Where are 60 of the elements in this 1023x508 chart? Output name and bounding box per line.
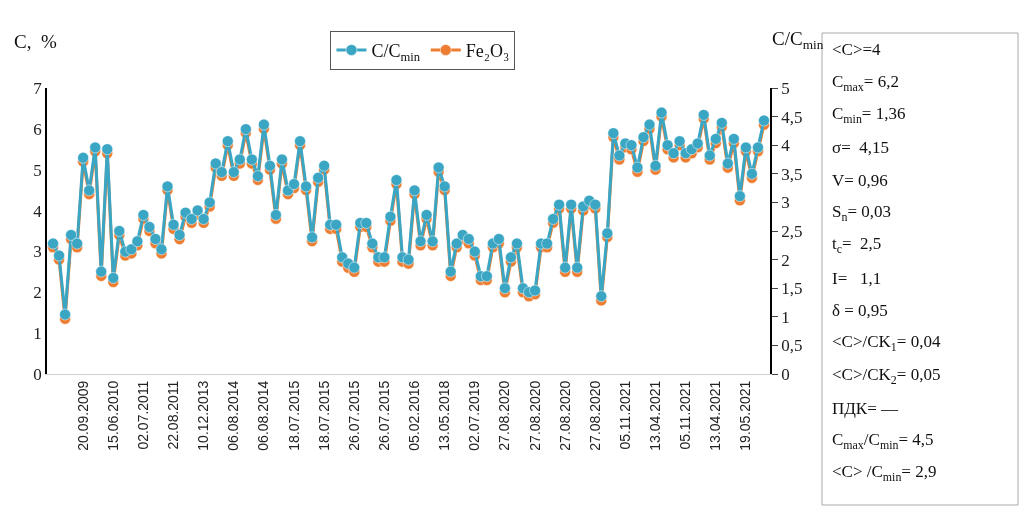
text: S$_{n}$= 0,03: [832, 202, 892, 224]
text: <C> /C$_{min}$= 2,9: [832, 462, 937, 484]
y2-tick-label: 1,5: [781, 279, 803, 299]
x-tick-label: 05.11.2021: [616, 380, 633, 450]
x-tick-label: 27.08.2020: [556, 380, 573, 451]
text: σ= 4,15: [832, 138, 890, 157]
y2-tick-label: 0: [781, 364, 790, 384]
x-tick-label: 13.05.2018: [436, 380, 453, 451]
y2-tick-label: 3: [781, 193, 790, 213]
y-tick-label: 6: [33, 119, 42, 139]
text: t$_{c}$= 2,5: [832, 234, 882, 256]
y-tick-label: 3: [33, 242, 42, 262]
x-tick-label: 02.07.2011: [134, 380, 151, 450]
y-tick-label: 0: [33, 364, 42, 384]
y-tick-label: 2: [33, 283, 42, 303]
text: ПДК= —: [832, 399, 900, 418]
y-axis-title: C, %: [14, 31, 57, 52]
x-tick-label: 06.08.2014: [225, 380, 242, 451]
x-tick-label: 26.07.2015: [345, 380, 362, 451]
text: <C>/CK$_{2}$= 0,05: [832, 365, 941, 387]
text: C$_{min}$= 1,36: [832, 104, 906, 126]
x-tick-label: 15.06.2010: [104, 380, 121, 451]
y2-tick-label: 4,5: [781, 107, 803, 127]
x-tick-label: 18.07.2015: [285, 380, 302, 451]
y-tick-label: 5: [33, 160, 42, 180]
legend-label: Fe₂O₃: [465, 41, 510, 62]
text: I= 1,1: [832, 269, 882, 288]
x-tick-label: 26.07.2015: [375, 380, 392, 451]
x-tick-label: 27.08.2020: [586, 380, 603, 451]
y2-tick-label: 2: [781, 250, 790, 270]
x-tick-label: 13.04.2021: [707, 380, 724, 451]
text: C$_{max}$/C$_{min}$= 4,5: [832, 430, 934, 452]
x-tick-label: 02.07.2019: [466, 380, 483, 451]
x-tick-label: 05.11.2021: [677, 380, 694, 450]
x-tick-label: 13.04.2021: [647, 380, 664, 451]
x-tick-label: 27.08.2020: [526, 380, 543, 451]
text: V= 0,96: [832, 171, 888, 190]
y-tick-label: 1: [33, 324, 42, 344]
text: <C>/CK$_{1}$= 0,04: [832, 332, 941, 354]
y-tick-label: 4: [33, 201, 43, 221]
y-tick-label: 7: [33, 78, 43, 98]
x-tick-label: 18.07.2015: [315, 380, 332, 451]
y2-tick-label: 2,5: [781, 221, 803, 241]
text: <C>=4: [832, 40, 882, 59]
text: δ = 0,95: [832, 301, 888, 320]
x-tick-label: 19.05.2021: [737, 380, 754, 451]
y2-tick-label: 5: [781, 78, 790, 98]
text: C$_{max}$= 6,2: [832, 72, 899, 94]
x-tick-label: 10.12.2013: [195, 380, 212, 451]
y2-tick-label: 3,5: [781, 164, 803, 184]
legend-label: C/C$_{min}$: [371, 41, 421, 64]
y2-tick-label: 0,5: [781, 336, 803, 356]
x-tick-label: 05.02.2016: [406, 380, 423, 451]
y2-tick-label: 4: [781, 136, 791, 156]
y2-axis-title: C/C$_{min}$: [772, 28, 824, 52]
x-tick-label: 06.08.2014: [255, 380, 272, 451]
x-tick-label: 20.09.2009: [74, 380, 91, 451]
y2-tick-label: 1: [781, 307, 790, 327]
x-tick-label: 27.08.2020: [496, 380, 513, 451]
x-tick-label: 22.08.2011: [165, 380, 182, 450]
